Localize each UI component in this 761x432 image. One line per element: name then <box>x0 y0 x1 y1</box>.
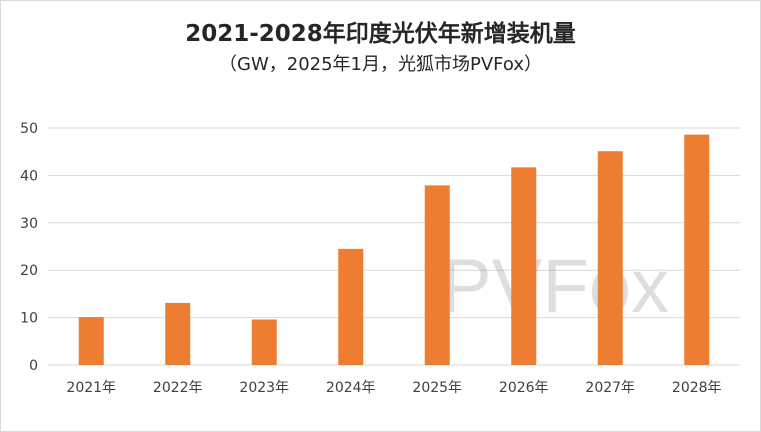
x-tick-label: 2028年 <box>672 380 722 396</box>
chart-subtitle: （GW，2025年1月，光狐市场PVFox） <box>219 54 542 75</box>
bar <box>424 185 450 365</box>
x-tick-label: 2021年 <box>66 380 116 396</box>
y-axis-ticks: 0 10 20 30 40 50 <box>20 121 38 374</box>
watermark: PVFox <box>441 244 669 329</box>
chart-title: 2021-2028年印度光伏年新增装机量 <box>185 21 576 47</box>
y-tick-label: 50 <box>20 121 38 137</box>
x-axis-ticks: 2021年 2022年 2023年 2024年 2025年 2026年 2027年 2028年 <box>66 380 721 396</box>
x-tick-label: 2026年 <box>499 380 549 396</box>
bars <box>78 134 710 365</box>
bar <box>684 134 710 365</box>
bar <box>251 319 277 365</box>
bar <box>78 317 104 365</box>
bar <box>597 151 623 365</box>
y-tick-label: 20 <box>20 263 38 279</box>
x-tick-label: 2025年 <box>412 380 462 396</box>
bar <box>338 248 364 365</box>
x-tick-label: 2024年 <box>326 380 376 396</box>
bar <box>511 167 537 365</box>
x-tick-label: 2027年 <box>585 380 635 396</box>
y-tick-label: 40 <box>20 168 38 184</box>
y-tick-label: 0 <box>29 358 38 374</box>
bar <box>165 302 191 365</box>
grid-lines <box>48 127 740 366</box>
y-tick-label: 30 <box>20 216 38 232</box>
x-tick-label: 2022年 <box>153 380 203 396</box>
y-tick-label: 10 <box>20 311 38 327</box>
x-tick-label: 2023年 <box>239 380 289 396</box>
